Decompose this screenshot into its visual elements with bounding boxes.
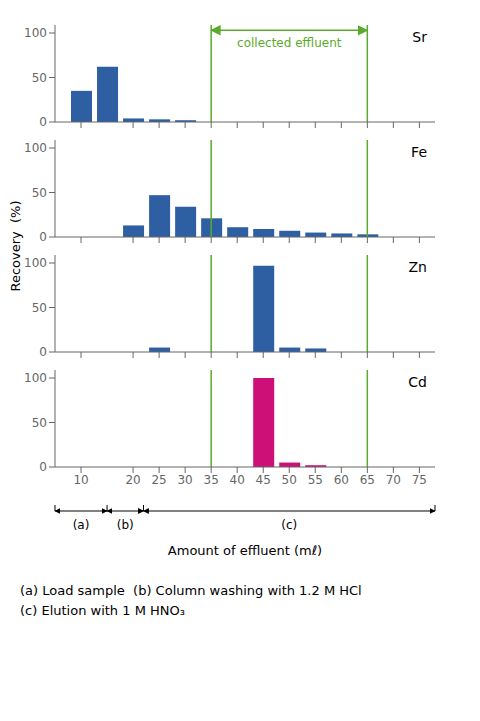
svg-text:25: 25	[151, 473, 166, 487]
svg-text:50: 50	[32, 71, 47, 85]
svg-text:60: 60	[334, 473, 349, 487]
svg-text:55: 55	[308, 473, 323, 487]
svg-text:100: 100	[24, 26, 47, 40]
svg-text:Recovery (%): Recovery (%)	[8, 200, 23, 291]
svg-text:50: 50	[32, 301, 47, 315]
svg-text:40: 40	[230, 473, 245, 487]
svg-text:50: 50	[32, 186, 47, 200]
svg-text:(a): (a)	[73, 518, 90, 532]
html-text:Fe: Fe	[411, 144, 427, 160]
svg-text:0: 0	[39, 115, 47, 129]
html-text:(a) Load sample (b) Column was: (a) Load sample (b) Column washing with …	[20, 583, 362, 618]
svg-text:50: 50	[32, 416, 47, 430]
svg-text:100: 100	[24, 141, 47, 155]
svg-text:0: 0	[39, 230, 47, 244]
svg-text:100: 100	[24, 371, 47, 385]
svg-text:70: 70	[386, 473, 401, 487]
svg-text:0: 0	[39, 345, 47, 359]
svg-text:30: 30	[177, 473, 192, 487]
svg-text:0: 0	[39, 460, 47, 474]
svg-text:collected effluent: collected effluent	[237, 36, 342, 50]
svg-text:100: 100	[24, 256, 47, 270]
svg-text:35: 35	[204, 473, 219, 487]
svg-text:50: 50	[282, 473, 297, 487]
svg-text:75: 75	[412, 473, 427, 487]
html-text:Cd: Cd	[408, 374, 427, 390]
html-text:Zn: Zn	[408, 259, 427, 275]
svg-text:Amount of effluent (mℓ): Amount of effluent (mℓ)	[168, 543, 322, 558]
svg-text:45: 45	[256, 473, 271, 487]
svg-text:(b): (b)	[117, 518, 134, 532]
svg-text:(c): (c)	[281, 518, 297, 532]
svg-text:65: 65	[360, 473, 375, 487]
svg-text:10: 10	[73, 473, 88, 487]
svg-text:20: 20	[125, 473, 140, 487]
html-text:Sr: Sr	[412, 29, 427, 45]
